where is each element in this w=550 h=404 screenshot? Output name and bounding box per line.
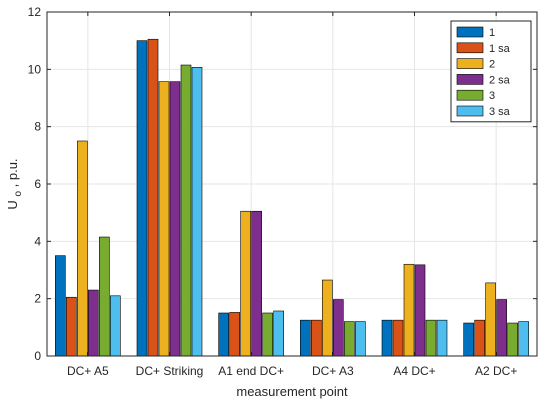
legend-swatch-2 [456,58,484,69]
bar-3-sa-0 [110,295,121,357]
bar-2-2 [240,210,251,357]
bar-3-2 [262,312,273,357]
y-tick-label: 10 [28,62,42,76]
x-tick-label: A2 DC+ [475,364,517,378]
legend-label-3: 3 [489,90,495,102]
bar-1-sa-0 [66,296,77,357]
bar-1-2 [218,312,229,357]
y-tick-label: 0 [34,349,41,363]
bar-3-3 [344,321,355,357]
bar-1-sa-3 [311,319,322,357]
y-axis-label: U o , p.u. [5,158,24,209]
bar-1-1 [136,40,148,357]
bar-3-sa-3 [355,321,366,357]
legend-label-3-sa: 3 sa [489,106,511,118]
legend-label-2-sa: 2 sa [489,74,511,86]
bar-1-0 [55,255,66,357]
bar-3-5 [507,322,518,357]
bar-2-sa-5 [496,299,507,357]
x-tick-label: DC+ A5 [67,364,109,378]
bar-3-sa-1 [191,67,203,357]
legend-label-1-sa: 1 sa [489,43,511,55]
bar-2-3 [322,279,333,357]
legend-label-2: 2 [489,59,495,71]
bar-1-sa-2 [229,312,240,357]
x-axis-label: measurement point [236,384,348,399]
bar-2-sa-3 [333,299,344,357]
bar-3-1 [180,64,192,357]
grid-layer [47,11,537,357]
bar-1-sa-1 [147,38,159,357]
bar-2-1 [158,81,170,357]
y-tick-label: 12 [28,5,42,19]
bar-1-5 [463,322,474,357]
legend: 1 1 sa 2 2 sa 3 3 sa [450,20,532,123]
bar-3-sa-4 [436,319,448,357]
x-tick-label: A4 DC+ [393,364,435,378]
y-axis-label-subscript: o [13,191,24,197]
bar-1-sa-4 [392,319,404,357]
y-tick-label: 4 [34,234,41,248]
legend-swatch-3 [456,89,484,101]
bar-2-4 [403,263,415,357]
legend-swatch-2-sa [456,74,484,85]
y-axis-label-suffix: , p.u. [5,158,20,187]
bar-2-sa-0 [88,289,99,357]
x-tick-label: A1 end DC+ [218,364,284,378]
legend-box [450,20,532,123]
bar-3-4 [425,319,437,357]
bar-2-5 [485,282,496,357]
bar-1-4 [381,319,393,357]
x-tick-label: DC+ Striking [136,364,204,378]
y-axis-label-main: U [5,200,20,209]
bar-2-0 [77,140,88,357]
legend-swatch-1-sa [456,42,484,54]
bar-3-sa-2 [273,310,284,357]
y-tick-label: 6 [34,177,41,191]
bars-layer [55,38,529,357]
x-tick-label: DC+ A3 [312,364,354,378]
legend-label-1: 1 [489,27,495,39]
bar-3-0 [99,236,110,357]
bar-3-sa-5 [518,321,529,357]
bar-1-sa-5 [474,319,485,357]
bar-1-3 [300,319,311,357]
bar-2-sa-1 [169,81,181,357]
bar-2-sa-4 [414,264,426,357]
bar-2-sa-2 [251,210,262,357]
legend-swatch-1 [456,26,484,38]
y-tick-label: 8 [34,120,41,134]
legend-swatch-3-sa [456,105,484,117]
y-tick-label: 2 [34,292,41,306]
